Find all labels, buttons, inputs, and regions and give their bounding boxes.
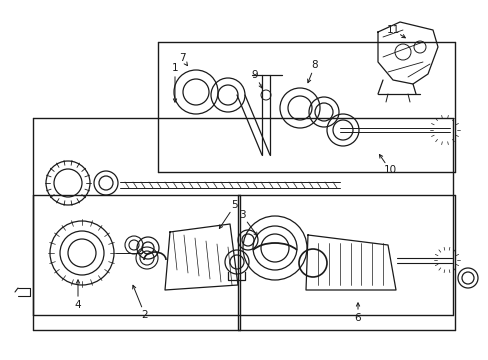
Text: 9: 9 xyxy=(251,70,258,80)
Text: 4: 4 xyxy=(75,300,81,310)
Text: 3: 3 xyxy=(238,210,245,220)
Text: 6: 6 xyxy=(354,313,361,323)
Text: 8: 8 xyxy=(311,60,318,70)
Text: 2: 2 xyxy=(142,310,148,320)
Text: 11: 11 xyxy=(386,25,399,35)
Text: 1: 1 xyxy=(171,63,178,73)
Text: 5: 5 xyxy=(231,200,238,210)
Text: 7: 7 xyxy=(178,53,185,63)
Text: 10: 10 xyxy=(383,165,396,175)
